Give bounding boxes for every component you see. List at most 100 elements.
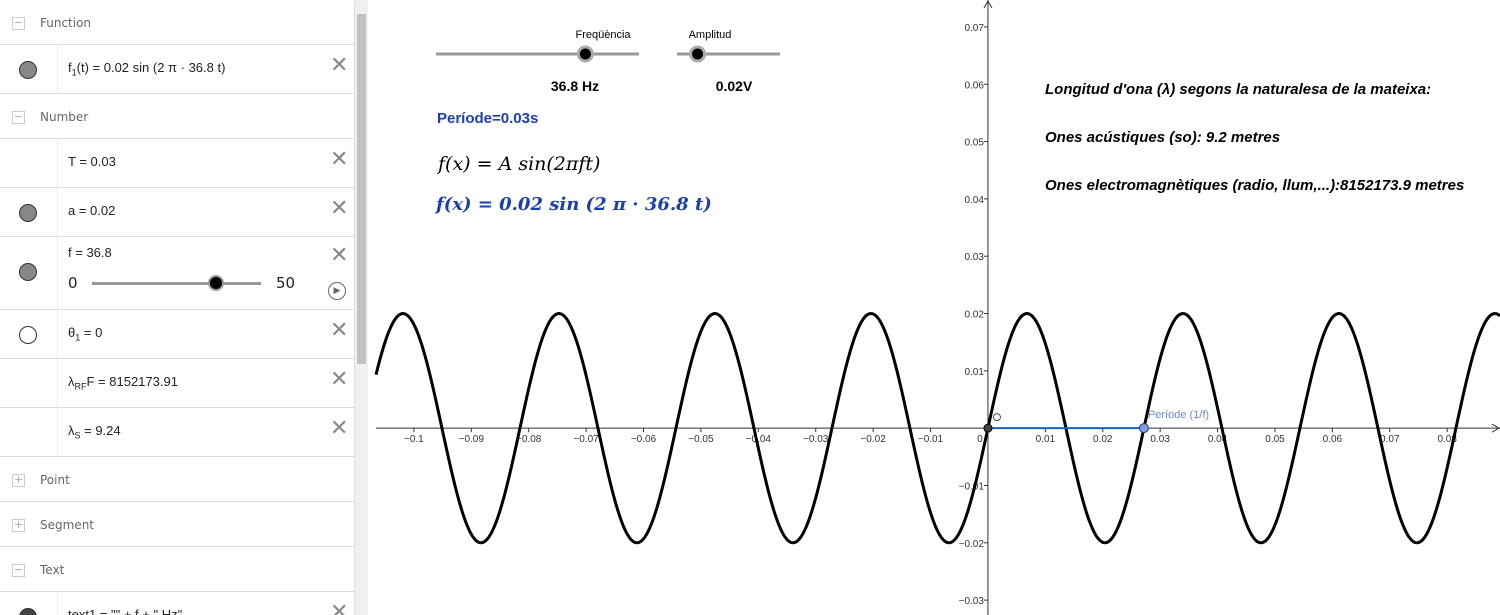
slider-knob[interactable]: [208, 275, 225, 291]
definition[interactable]: text1 = "" + f + " Hz": [68, 607, 182, 615]
toggle-icon[interactable]: +: [12, 473, 25, 487]
x-tick-label: 0: [977, 434, 983, 445]
object-subscript: RF: [74, 381, 87, 392]
y-tick-label: −0.02: [959, 539, 985, 550]
slider-knob[interactable]: [576, 45, 594, 63]
play-button[interactable]: ▶: [328, 282, 346, 300]
object-value: = 36.8: [71, 245, 112, 260]
algebra-view: − Function f1(t) = 0.02 sin (2 π · 36.8 t)…: [0, 0, 355, 615]
y-axis-arrow: [983, 0, 993, 9]
period-point: [1138, 423, 1149, 434]
delete-button[interactable]: ✕: [330, 416, 349, 441]
scrollbar-thumb[interactable]: [357, 14, 366, 364]
x-tick-label: −0.06: [631, 434, 657, 445]
divider: [57, 310, 58, 358]
delete-button[interactable]: ✕: [330, 600, 349, 615]
visibility-toggle[interactable]: [19, 326, 37, 344]
object-name: λ: [68, 423, 75, 438]
definition[interactable]: θ1 = 0: [68, 325, 102, 343]
toggle-icon[interactable]: −: [12, 110, 25, 124]
x-tick-label: −0.02: [860, 434, 886, 445]
divider: [57, 592, 58, 615]
slider-knob[interactable]: [689, 45, 707, 63]
divider: [57, 408, 58, 456]
y-tick-label: 0.03: [964, 252, 984, 263]
graphics-view: −0.1 −0.09 −0.08 −0.07 −0.06 −0.05 −0.04 −0.03 −…: [374, 0, 1500, 615]
group-header: + Point: [0, 457, 354, 502]
period-label: Període (1/f): [1148, 409, 1209, 421]
visibility-toggle[interactable]: [19, 204, 37, 222]
definition[interactable]: f = 36.8: [68, 245, 112, 260]
definition[interactable]: λS = 9.24: [68, 423, 121, 441]
object-value: = 0: [80, 325, 103, 340]
visibility-toggle[interactable]: [19, 61, 37, 79]
toggle-icon[interactable]: −: [12, 16, 25, 30]
x-axis-arrow: [1491, 423, 1500, 433]
delete-button[interactable]: ✕: [330, 147, 349, 172]
visibility-toggle[interactable]: [19, 608, 37, 615]
object-name: T: [68, 154, 76, 169]
x-tick-label: 0.06: [1323, 434, 1343, 445]
y-tick-label: 0.07: [964, 23, 984, 34]
slider-label: Freqüència: [575, 29, 631, 41]
period-text: Període=0.03s: [437, 110, 538, 127]
x-tick-label: 0.08: [1437, 434, 1457, 445]
object-value: = 0.03: [75, 154, 116, 169]
divider: [57, 45, 58, 93]
group-label: Point: [40, 473, 70, 487]
note-text: Ones electromagnètiques (radio, llum,...…: [1045, 177, 1464, 194]
slider-track: [92, 282, 261, 285]
x-tick-label: 0.04: [1208, 434, 1228, 445]
visibility-toggle[interactable]: [19, 263, 37, 281]
origin-marker: [992, 413, 1001, 422]
y-tick-label: −0.03: [959, 596, 985, 607]
y-tick-label: 0.04: [964, 195, 984, 206]
delete-button[interactable]: ✕: [330, 243, 349, 268]
definition[interactable]: T = 0.03: [68, 154, 116, 169]
divider: [57, 359, 58, 407]
group-label: Segment: [40, 518, 94, 532]
group-label: Number: [40, 110, 89, 124]
object-subscript: 1: [75, 332, 81, 343]
object-value: (t) = 0.02 sin (2 π · 36.8 t): [76, 60, 226, 75]
x-tick-label: 0.01: [1036, 434, 1056, 445]
definition[interactable]: λRFF = 8152173.91: [68, 374, 178, 392]
x-tick-label: −0.01: [918, 434, 944, 445]
note-text: Longitud d'ona (λ) segons la naturalesa …: [1045, 81, 1431, 98]
x-tick-label: 0.03: [1150, 434, 1170, 445]
y-tick-label: 0.02: [964, 310, 984, 321]
delete-button[interactable]: ✕: [330, 53, 349, 78]
x-tick-label: −0.03: [803, 434, 829, 445]
object-subscript: 1: [71, 67, 77, 78]
x-tick-label: −0.04: [746, 434, 772, 445]
algebra-item: T = 0.03 ✕: [0, 139, 354, 188]
slider-label: Amplitud: [689, 29, 732, 41]
group-label: Text: [40, 563, 65, 577]
delete-button[interactable]: ✕: [330, 318, 349, 343]
x-tick-label: −0.07: [573, 434, 599, 445]
delete-button[interactable]: ✕: [330, 367, 349, 392]
group-header: + Segment: [0, 502, 354, 547]
x-tick-label: −0.09: [459, 434, 485, 445]
group-label: Function: [40, 16, 92, 30]
divider: [57, 237, 58, 309]
toggle-icon[interactable]: −: [12, 563, 25, 577]
origin-point: [983, 423, 993, 433]
algebra-item: λRFF = 8152173.91 ✕: [0, 359, 354, 408]
y-tick-label: 0.05: [964, 138, 984, 149]
object-name: a: [68, 203, 76, 218]
formula-values: f(x) = 0.02 sin (2 π · 36.8 t): [434, 194, 712, 215]
object-value: = "" + f + " Hz": [96, 607, 183, 615]
y-tick-label: 0.06: [964, 80, 984, 91]
object-name: text1: [68, 607, 97, 615]
group-header: − Function: [0, 0, 354, 45]
delete-button[interactable]: ✕: [330, 196, 349, 221]
object-value: F = 8152173.91: [86, 374, 178, 389]
definition[interactable]: a = 0.02: [68, 203, 115, 218]
slider-value: 0.02V: [716, 78, 753, 94]
algebra-item: θ1 = 0 ✕: [0, 310, 354, 359]
toggle-icon[interactable]: +: [12, 518, 25, 532]
object-value: = 9.24: [80, 423, 121, 438]
definition[interactable]: f1(t) = 0.02 sin (2 π · 36.8 t): [68, 60, 225, 78]
